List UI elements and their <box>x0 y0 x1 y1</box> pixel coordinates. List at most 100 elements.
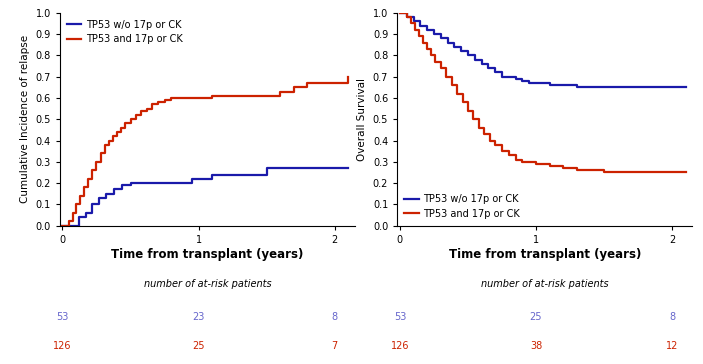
TP53 w/o 17p or CK <box>477 62 486 66</box>
TP53 and 17p or CK <box>101 143 109 147</box>
TP53 and 17p or CK <box>442 75 451 79</box>
TP53 and 17p or CK <box>600 170 608 175</box>
TP53 w/o 17p or CK <box>102 191 110 196</box>
Text: 8: 8 <box>332 312 337 322</box>
Text: 53: 53 <box>394 312 406 322</box>
TP53 w/o 17p or CK <box>470 58 479 62</box>
TP53 w/o 17p or CK <box>518 79 527 83</box>
TP53 and 17p or CK <box>572 168 581 173</box>
TP53 and 17p or CK <box>194 96 202 100</box>
TP53 w/o 17p or CK <box>681 85 690 90</box>
Text: 38: 38 <box>530 341 542 351</box>
TP53 and 17p or CK <box>546 164 554 168</box>
TP53 and 17p or CK <box>640 170 649 175</box>
Text: 126: 126 <box>391 341 409 351</box>
TP53 w/o 17p or CK <box>75 215 83 219</box>
TP53 and 17p or CK <box>167 96 176 100</box>
TP53 w/o 17p or CK <box>344 166 352 170</box>
TP53 w/o 17p or CK <box>174 181 182 185</box>
TP53 w/o 17p or CK <box>396 11 404 15</box>
TP53 w/o 17p or CK <box>58 223 67 228</box>
TP53 and 17p or CK <box>127 117 135 122</box>
Line: TP53 and 17p or CK: TP53 and 17p or CK <box>400 13 685 173</box>
TP53 and 17p or CK <box>423 47 432 51</box>
TP53 w/o 17p or CK <box>546 83 554 87</box>
TP53 w/o 17p or CK <box>262 166 271 170</box>
TP53 w/o 17p or CK <box>110 187 118 192</box>
TP53 w/o 17p or CK <box>498 75 506 79</box>
TP53 w/o 17p or CK <box>188 177 196 181</box>
TP53 and 17p or CK <box>627 170 636 175</box>
TP53 w/o 17p or CK <box>133 181 141 185</box>
TP53 and 17p or CK <box>69 211 77 215</box>
Legend: TP53 w/o 17p or CK, TP53 and 17p or CK: TP53 w/o 17p or CK, TP53 and 17p or CK <box>402 192 522 221</box>
TP53 and 17p or CK <box>486 138 494 143</box>
Text: 7: 7 <box>332 341 337 351</box>
TP53 and 17p or CK <box>518 159 527 164</box>
Line: TP53 and 17p or CK: TP53 and 17p or CK <box>63 77 348 226</box>
TP53 w/o 17p or CK <box>127 181 135 185</box>
TP53 w/o 17p or CK <box>147 181 155 185</box>
TP53 and 17p or CK <box>480 132 489 136</box>
TP53 and 17p or CK <box>431 60 439 64</box>
TP53 and 17p or CK <box>464 108 472 113</box>
Line: TP53 w/o 17p or CK: TP53 w/o 17p or CK <box>400 13 685 87</box>
TP53 and 17p or CK <box>108 134 117 138</box>
Text: 25: 25 <box>530 312 542 322</box>
TP53 w/o 17p or CK <box>214 173 223 177</box>
Legend: TP53 w/o 17p or CK, TP53 and 17p or CK: TP53 w/o 17p or CK, TP53 and 17p or CK <box>65 17 185 46</box>
Line: TP53 w/o 17p or CK: TP53 w/o 17p or CK <box>63 168 348 226</box>
TP53 w/o 17p or CK <box>409 19 418 23</box>
TP53 w/o 17p or CK <box>403 15 411 19</box>
TP53 w/o 17p or CK <box>208 173 217 177</box>
Text: Time from transplant (years): Time from transplant (years) <box>449 248 641 261</box>
TP53 w/o 17p or CK <box>505 75 513 79</box>
TP53 and 17p or CK <box>344 75 352 79</box>
TP53 and 17p or CK <box>419 40 427 45</box>
Text: 126: 126 <box>53 341 72 351</box>
TP53 w/o 17p or CK <box>82 211 90 215</box>
TP53 and 17p or CK <box>137 108 146 113</box>
TP53 w/o 17p or CK <box>437 36 445 40</box>
Text: number of at-risk patients: number of at-risk patients <box>143 279 271 289</box>
TP53 and 17p or CK <box>153 100 162 104</box>
TP53 and 17p or CK <box>88 168 96 173</box>
TP53 and 17p or CK <box>112 130 121 134</box>
TP53 w/o 17p or CK <box>464 53 472 58</box>
TP53 and 17p or CK <box>614 170 622 175</box>
TP53 and 17p or CK <box>559 166 567 170</box>
TP53 and 17p or CK <box>447 83 456 87</box>
TP53 and 17p or CK <box>58 223 67 228</box>
TP53 and 17p or CK <box>475 126 483 130</box>
TP53 w/o 17p or CK <box>600 85 608 90</box>
TP53 w/o 17p or CK <box>444 40 452 45</box>
TP53 and 17p or CK <box>117 126 125 130</box>
TP53 w/o 17p or CK <box>140 181 148 185</box>
TP53 w/o 17p or CK <box>450 45 458 49</box>
TP53 w/o 17p or CK <box>531 81 540 85</box>
TP53 w/o 17p or CK <box>88 202 96 206</box>
TP53 and 17p or CK <box>406 21 415 25</box>
TP53 and 17p or CK <box>262 94 271 98</box>
TP53 w/o 17p or CK <box>95 196 103 200</box>
TP53 w/o 17p or CK <box>181 181 189 185</box>
TP53 and 17p or CK <box>208 94 217 98</box>
TP53 and 17p or CK <box>105 138 113 143</box>
Text: 8: 8 <box>669 312 675 322</box>
TP53 w/o 17p or CK <box>525 81 534 85</box>
TP53 and 17p or CK <box>498 149 506 153</box>
TP53 w/o 17p or CK <box>423 28 432 32</box>
TP53 and 17p or CK <box>276 89 285 94</box>
TP53 and 17p or CK <box>160 98 169 102</box>
TP53 w/o 17p or CK <box>160 181 169 185</box>
TP53 and 17p or CK <box>143 106 151 111</box>
Text: 12: 12 <box>666 341 678 351</box>
Text: 23: 23 <box>193 312 205 322</box>
TP53 and 17p or CK <box>525 159 534 164</box>
TP53 w/o 17p or CK <box>430 32 438 36</box>
TP53 and 17p or CK <box>148 102 157 107</box>
TP53 and 17p or CK <box>96 151 105 155</box>
TP53 w/o 17p or CK <box>118 183 127 187</box>
Y-axis label: Overall Survival: Overall Survival <box>357 78 367 161</box>
TP53 and 17p or CK <box>437 66 445 70</box>
